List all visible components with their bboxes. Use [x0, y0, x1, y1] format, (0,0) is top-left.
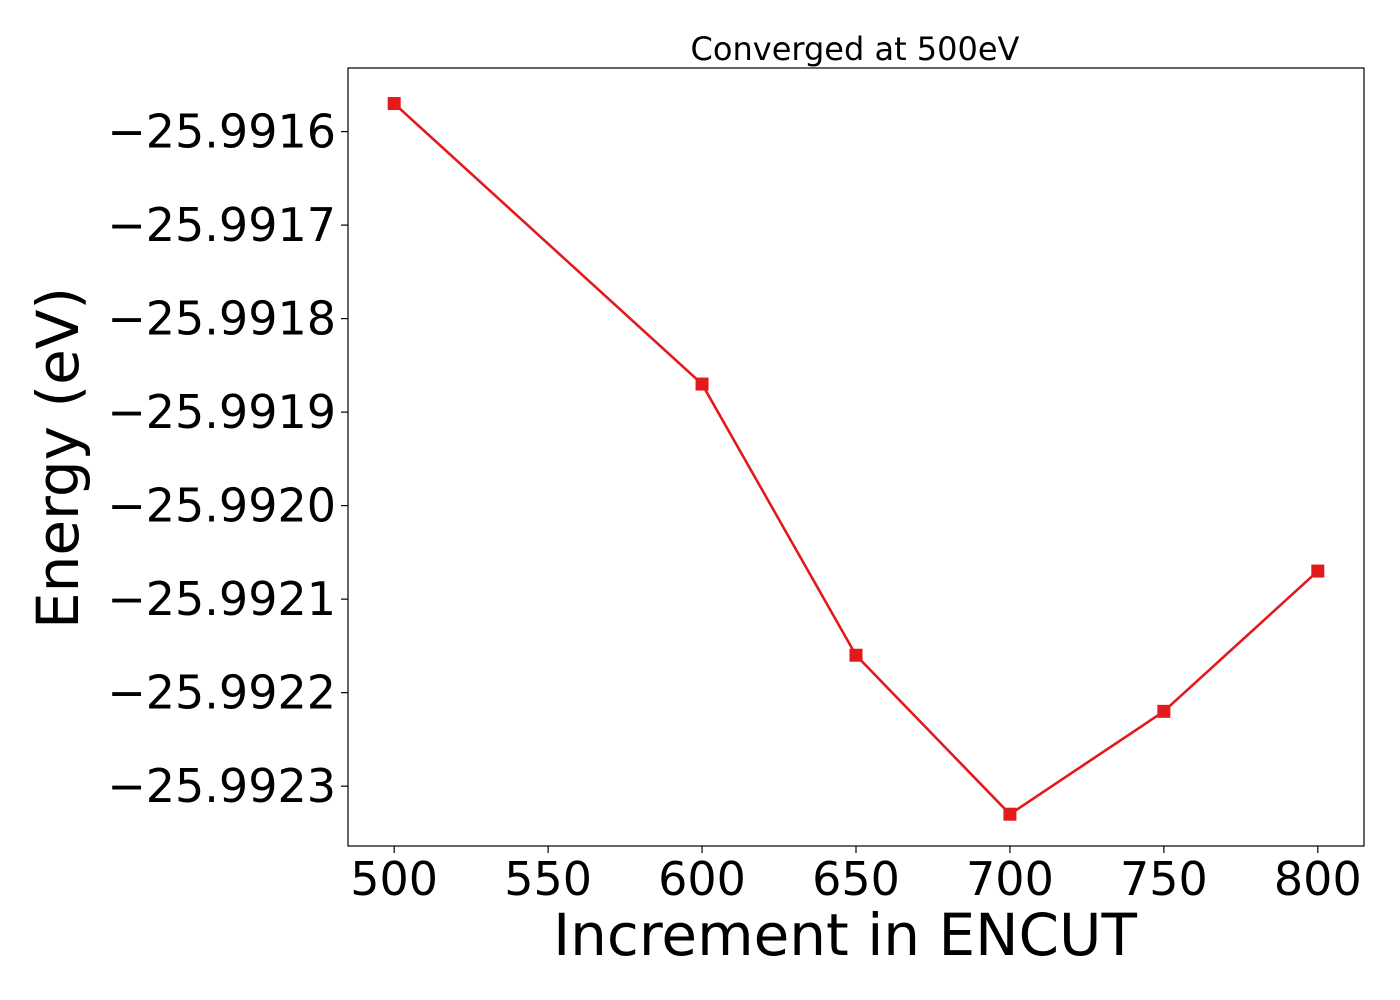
series-layer — [387, 97, 1325, 821]
data-point-marker — [387, 97, 401, 111]
y-tick-label: −25.9923 — [107, 759, 336, 813]
y-axis-title: Energy (eV) — [24, 287, 92, 629]
x-axis: 500 550 600 650 700 750 800 — [350, 846, 1362, 906]
y-tick-label: −25.9922 — [107, 666, 336, 720]
x-tick-label: 800 — [1274, 852, 1362, 906]
data-point-marker — [1003, 807, 1017, 821]
data-point-marker — [849, 648, 863, 662]
data-point-marker — [695, 377, 709, 391]
y-tick-label: −25.9916 — [107, 105, 336, 159]
x-tick-label: 750 — [1120, 852, 1208, 906]
y-tick-label: −25.9921 — [107, 572, 336, 626]
y-tick-label: −25.9919 — [107, 385, 336, 439]
y-axis: −25.9916 −25.9917 −25.9918 −25.9919 −25.9920… — [107, 105, 348, 813]
x-axis-title: Increment in ENCUT — [553, 901, 1137, 969]
y-tick-label: −25.9920 — [107, 479, 336, 533]
x-tick-label: 650 — [812, 852, 900, 906]
data-point-marker — [1311, 564, 1325, 578]
data-point-marker — [1157, 704, 1171, 718]
y-tick-label: −25.9917 — [107, 198, 336, 252]
x-tick-label: 550 — [504, 852, 592, 906]
x-tick-label: 600 — [658, 852, 746, 906]
series-line — [393, 102, 1319, 816]
x-tick-label: 500 — [350, 852, 438, 906]
x-tick-label: 700 — [966, 852, 1054, 906]
chart-title: Converged at 500eV — [691, 30, 1020, 68]
y-tick-label: −25.9918 — [107, 292, 336, 346]
